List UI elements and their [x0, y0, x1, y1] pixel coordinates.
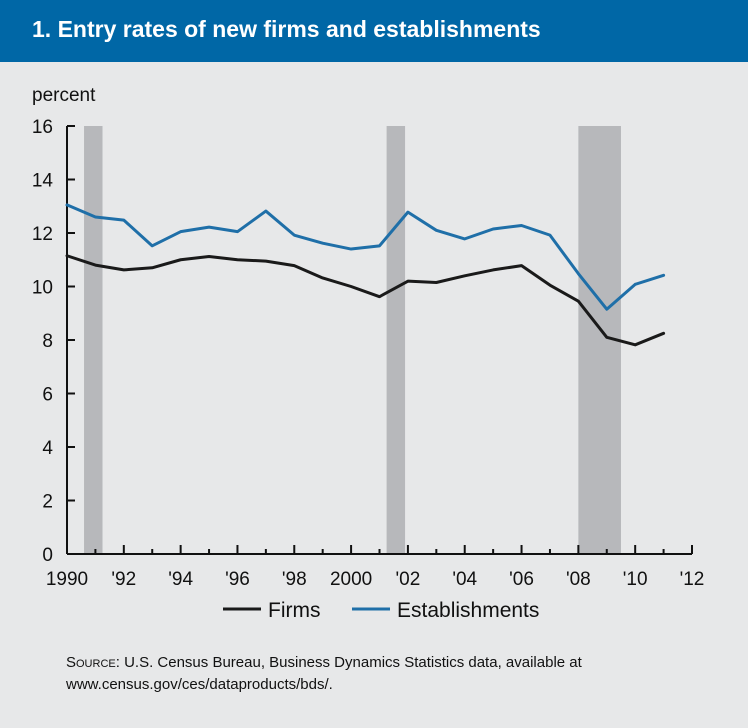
x-tick-label: 2000 — [330, 569, 372, 590]
axes: 0 2 4 6 8 10 12 14 16 1990 '92 '94 '96 '98 2000 '02 '04 '… — [32, 117, 705, 590]
y-tick-label: 8 — [42, 331, 53, 352]
line-chart: percent 0 2 4 6 8 10 12 14 16 1990 '92 '94 '96 '98 200… — [32, 85, 705, 622]
y-tick-label: 0 — [42, 545, 53, 566]
x-tick-label: '92 — [111, 569, 136, 590]
y-tick-label: 2 — [42, 492, 53, 513]
y-tick-label: 6 — [42, 385, 53, 406]
source-note: Source: U.S. Census Bureau, Business Dyn… — [66, 652, 706, 696]
chart-title: 1. Entry rates of new firms and establis… — [32, 16, 541, 42]
x-tick-label: '94 — [168, 569, 193, 590]
y-tick-label: 14 — [32, 171, 54, 192]
y-tick-label: 4 — [42, 438, 53, 459]
x-tick-label: '08 — [566, 569, 591, 590]
x-tick-label: '96 — [225, 569, 250, 590]
y-tick-label: 10 — [32, 278, 53, 299]
x-tick-label: '12 — [680, 569, 705, 590]
legend-label-firms: Firms — [268, 599, 320, 622]
title-bar: 1. Entry rates of new firms and establis… — [0, 0, 748, 62]
recession-band-0 — [84, 126, 103, 554]
series-line-firms — [65, 254, 666, 347]
x-tick-label: '98 — [282, 569, 307, 590]
x-tick-label: '02 — [396, 569, 421, 590]
series-lines — [65, 203, 666, 347]
legend: Firms Establishments — [223, 599, 539, 622]
x-tick-label: '04 — [452, 569, 477, 590]
legend-label-establishments: Establishments — [397, 599, 539, 622]
x-tick-label: '06 — [509, 569, 534, 590]
source-text: U.S. Census Bureau, Business Dynamics St… — [66, 654, 582, 693]
x-tick-label: 1990 — [46, 569, 88, 590]
x-tick-label: '10 — [623, 569, 648, 590]
recession-band-1 — [386, 126, 406, 554]
y-tick-label: 16 — [32, 117, 53, 138]
y-axis-label: percent — [32, 85, 96, 106]
recession-bands — [84, 126, 621, 554]
y-tick-label: 12 — [32, 224, 53, 245]
series-line-establishments — [65, 203, 666, 311]
source-label: Source: — [66, 654, 120, 671]
